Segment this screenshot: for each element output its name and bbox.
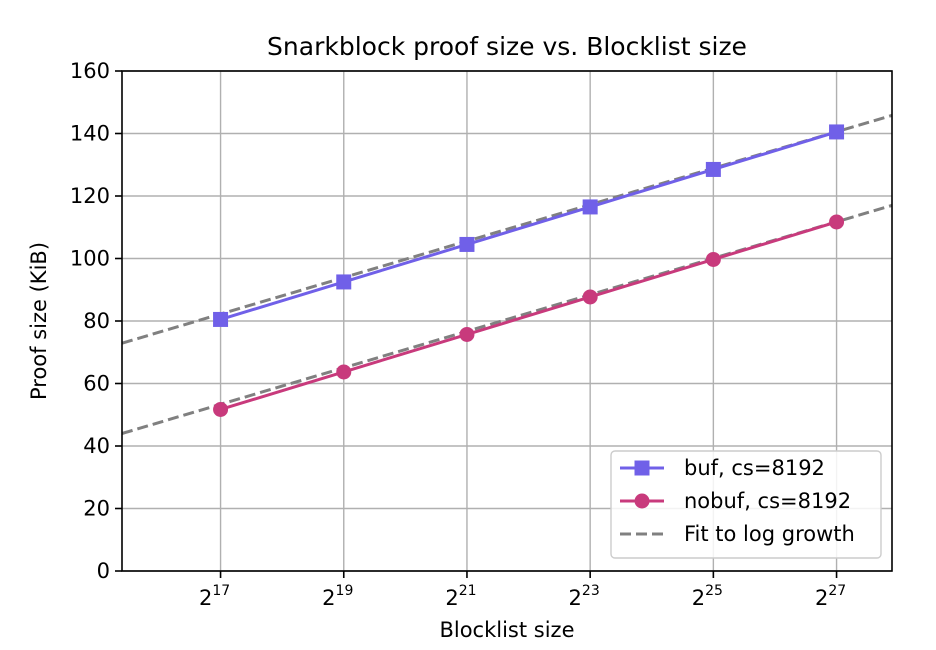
x-tick-label: 221 [445, 583, 476, 610]
data-point [336, 274, 352, 290]
data-point [213, 401, 229, 417]
x-tick-label: 217 [199, 583, 230, 610]
x-axis: 217 219 221 223 225 227 [199, 571, 846, 610]
legend-marker [634, 460, 650, 476]
y-tick-label: 80 [83, 309, 110, 333]
series-line [220, 220, 837, 411]
data-point [705, 251, 721, 267]
legend-item: Fit to log growth [620, 522, 855, 546]
data-point [459, 326, 475, 342]
fit-line [121, 203, 893, 435]
x-tick-label: 223 [569, 583, 600, 610]
y-tick-label: 100 [70, 247, 110, 271]
legend-marker [634, 493, 650, 509]
y-tick-label: 140 [70, 122, 110, 146]
x-tick-label: 219 [322, 583, 353, 610]
y-tick-label: 20 [83, 497, 110, 521]
y-tick-label: 60 [83, 372, 110, 396]
y-tick-label: 40 [83, 434, 110, 458]
series-buf [213, 124, 845, 327]
x-tick-label: 227 [815, 583, 846, 610]
y-axis: 0 20 40 60 80 100 120 140 160 [70, 59, 122, 583]
series-line [220, 130, 837, 321]
legend: buf, cs=8192 nobuf, cs=8192 Fit to log gro… [610, 450, 882, 559]
x-axis-label: Blocklist size [439, 618, 574, 642]
legend-item: buf, cs=8192 [620, 456, 825, 480]
data-point [336, 364, 352, 380]
data-point [705, 161, 721, 177]
y-tick-label: 160 [70, 59, 110, 83]
y-axis-label: Proof size (KiB) [27, 242, 51, 400]
legend-label: buf, cs=8192 [684, 456, 825, 480]
y-tick-label: 0 [97, 559, 110, 583]
fit-lines [121, 113, 893, 435]
series-nobuf [213, 214, 845, 417]
legend-label: nobuf, cs=8192 [684, 489, 851, 513]
data-point [829, 214, 845, 230]
y-tick-label: 120 [70, 184, 110, 208]
chart-title: Snarkblock proof size vs. Blocklist size [267, 32, 747, 61]
x-tick-label: 225 [692, 583, 723, 610]
legend-box [610, 450, 882, 559]
legend-label: Fit to log growth [684, 522, 855, 546]
data-point [829, 124, 845, 140]
series-layer [213, 124, 845, 417]
data-point [582, 289, 598, 305]
data-point [213, 311, 229, 327]
data-point [582, 199, 598, 215]
legend-item: nobuf, cs=8192 [620, 489, 851, 513]
fit-line [121, 113, 893, 345]
data-point [459, 236, 475, 252]
